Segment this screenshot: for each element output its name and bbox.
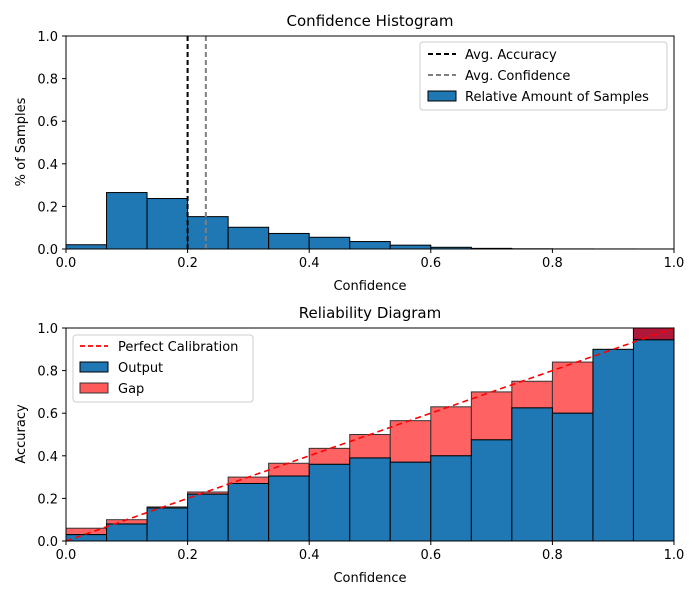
output-bars [65,327,675,542]
gap-bar [551,361,594,414]
x-tick-label: 0.2 [177,256,198,271]
x-tick-label: 1.0 [664,256,685,271]
x-tick-label: 0.4 [299,256,320,271]
gap-bar [511,380,553,409]
x-tick-label: 0.8 [542,548,563,563]
x-tick-label: 0.4 [299,548,320,563]
x-tick-label: 0.8 [542,256,563,271]
output-bar [592,348,634,542]
output-bar [349,457,391,542]
x-axis-label: Confidence [333,571,406,586]
output-bar [268,475,310,542]
chart-title: Confidence Histogram [287,12,454,30]
x-tick-label: 1.0 [664,548,685,563]
x-axis-ticks: 0.0 0.2 0.4 0.6 0.8 1.0 [56,541,685,563]
legend-label-perfect-calibration: Perfect Calibration [118,340,238,355]
gap-bar [349,434,391,459]
histogram-bar [389,244,432,250]
y-tick-label: 0.6 [37,115,58,130]
y-axis-ticks: 0.0 0.2 0.4 0.6 0.8 1.0 [37,322,66,550]
perfect-calibration-line [65,327,675,542]
legend-box [72,334,254,403]
y-tick-label: 0.0 [37,243,58,258]
y-tick-label: 0.2 [37,200,58,215]
y-tick-label: 0.8 [37,73,58,88]
x-tick-label: 0.2 [177,548,198,563]
y-axis-ticks: 0.0 0.2 0.4 0.6 0.8 1.0 [37,30,66,258]
histogram-bar [187,216,229,250]
plot-frame [65,327,675,542]
histogram-bar [227,226,270,250]
histogram-bars [65,192,675,250]
legend-swatch-gap [79,382,109,394]
legend-label-gap: Gap [118,382,144,397]
output-bar [65,534,108,542]
perfect-calibration-diagonal [65,327,675,542]
gap-bar [268,462,310,477]
gap-bar [470,391,513,441]
histogram-bar [146,198,189,250]
legend-label-avg-accuracy: Avg. Accuracy [465,48,557,63]
legend-box [419,41,668,111]
x-tick-label: 0.6 [420,256,441,271]
output-bar [106,523,148,542]
legend-swatch-output [79,361,109,373]
histogram-bar [65,244,108,250]
y-tick-label: 0.8 [37,365,58,380]
y-tick-label: 0.6 [37,407,58,422]
x-tick-label: 0.0 [56,256,77,271]
confidence-histogram: Confidence Histogram 0.0 0.2 0.4 0.6 0.8 1.0 … [14,12,684,294]
y-axis-label: % of Samples [14,97,29,186]
reliability-diagram: Reliability Diagram 0.0 0.2 0.4 0.6 0.8 1.0 0… [14,304,684,586]
x-axis-label: Confidence [333,279,406,294]
x-tick-label: 0.6 [420,548,441,563]
output-bar [187,493,229,542]
gap-bar [430,406,472,457]
y-tick-label: 0.2 [37,492,58,507]
y-tick-label: 0.0 [37,535,58,550]
output-bar [551,412,594,542]
x-tick-label: 0.0 [56,548,77,563]
legend-label-avg-confidence: Avg. Confidence [465,69,570,84]
plot-frame [65,35,675,250]
gap-bar [227,476,270,484]
y-tick-label: 0.4 [37,158,58,173]
y-axis-label: Accuracy [14,404,29,464]
histogram-bar [349,241,391,250]
legend: Perfect Calibration Output Gap [72,334,254,403]
legend: Avg. Accuracy Avg. Confidence Relative A… [419,41,668,111]
chart-title: Reliability Diagram [299,304,441,322]
output-bar [389,461,432,542]
average-lines [186,36,207,249]
output-bar [470,439,513,542]
histogram-bar [308,236,351,250]
output-bar [227,482,270,542]
y-tick-label: 0.4 [37,450,58,465]
histogram-bar [268,232,310,250]
y-tick-label: 1.0 [37,30,58,45]
output-bar [430,455,472,542]
histogram-bar [106,192,148,250]
gap-bar-overlap [632,327,675,341]
output-bar [146,507,189,542]
x-axis-ticks: 0.0 0.2 0.4 0.6 0.8 1.0 [56,249,685,271]
legend-swatch-samples [427,90,457,102]
y-tick-label: 1.0 [37,322,58,337]
output-bar [632,339,675,542]
gap-bar [308,447,351,465]
output-bar [308,463,351,542]
gap-bar [389,420,432,463]
legend-label-output: Output [118,361,163,376]
output-bar [511,407,553,542]
legend-label-samples: Relative Amount of Samples [465,90,649,105]
